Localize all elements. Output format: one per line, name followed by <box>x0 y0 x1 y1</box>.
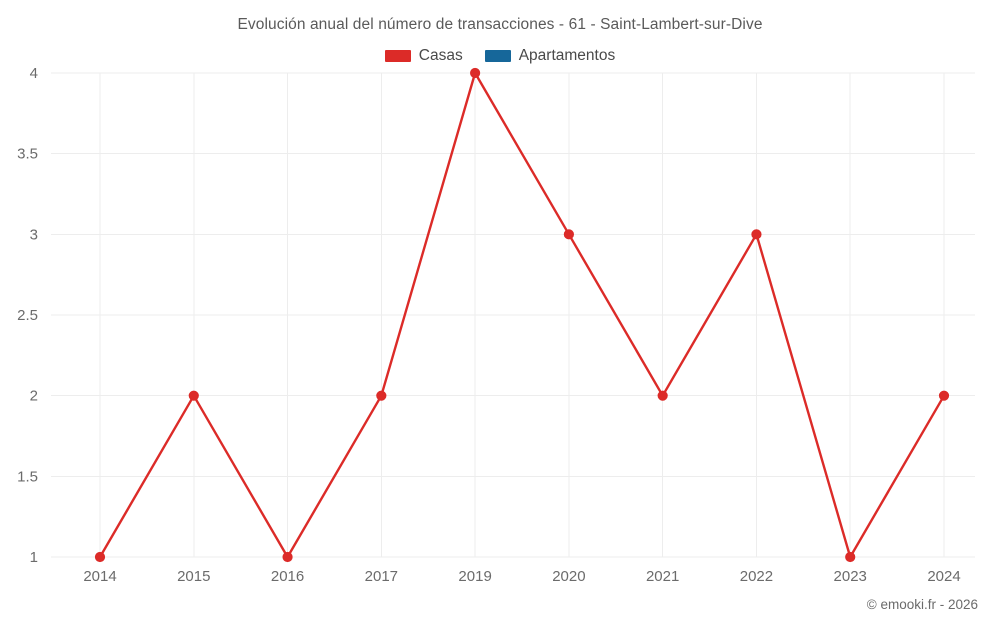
legend-swatch-apartamentos-icon <box>484 50 511 62</box>
x-axis-tick-labels: 2014 2015 2016 2017 2019 2020 2021 2022 2023 2024 <box>83 568 960 585</box>
data-point[interactable] <box>282 551 293 563</box>
legend-swatch-casas-icon <box>384 50 411 62</box>
legend-item-casas[interactable]: Casas <box>384 47 463 65</box>
x-tick-label: 2020 <box>552 568 585 585</box>
x-tick-label: 2015 <box>177 568 210 585</box>
data-point[interactable] <box>657 390 668 401</box>
x-tick-label: 2014 <box>83 568 116 585</box>
data-point[interactable] <box>376 390 387 401</box>
x-tick-label: 2024 <box>927 568 960 585</box>
y-tick-label: 1.5 <box>17 468 38 485</box>
x-tick-label: 2017 <box>365 568 398 585</box>
page-title: Evolución anual del número de transaccio… <box>237 16 763 33</box>
footer-credit: © emooki.fr - 2026 <box>866 597 978 612</box>
data-point[interactable] <box>938 390 950 401</box>
data-point[interactable] <box>563 229 574 240</box>
x-tick-label: 2016 <box>271 568 304 585</box>
series-line-casas <box>98 71 946 559</box>
y-tick-label: 3 <box>30 226 38 243</box>
data-point[interactable] <box>845 551 856 563</box>
data-series-layer <box>94 67 950 563</box>
y-tick-label: 3.5 <box>17 146 38 163</box>
chart-legend: Casas Apartamentos <box>0 45 1000 67</box>
y-tick-label: 2.5 <box>17 307 38 324</box>
legend-item-apartamentos[interactable]: Apartamentos <box>484 47 616 65</box>
y-tick-label: 2 <box>30 388 38 405</box>
data-point[interactable] <box>94 551 106 563</box>
legend-label-apartamentos: Apartamentos <box>518 47 616 64</box>
data-point[interactable] <box>188 390 199 401</box>
y-tick-label: 4 <box>30 65 38 82</box>
y-tick-label: 1 <box>30 549 38 566</box>
grid-lines <box>51 72 975 558</box>
data-point[interactable] <box>751 229 762 240</box>
y-axis-tick-labels: 1 1.5 2 2.5 3 3.5 4 <box>17 65 38 566</box>
x-tick-label: 2023 <box>834 568 867 585</box>
data-point[interactable] <box>470 67 481 79</box>
x-tick-label: 2021 <box>646 568 679 585</box>
legend-label-casas: Casas <box>418 47 463 64</box>
x-tick-label: 2019 <box>458 568 491 585</box>
x-tick-label: 2022 <box>740 568 773 585</box>
